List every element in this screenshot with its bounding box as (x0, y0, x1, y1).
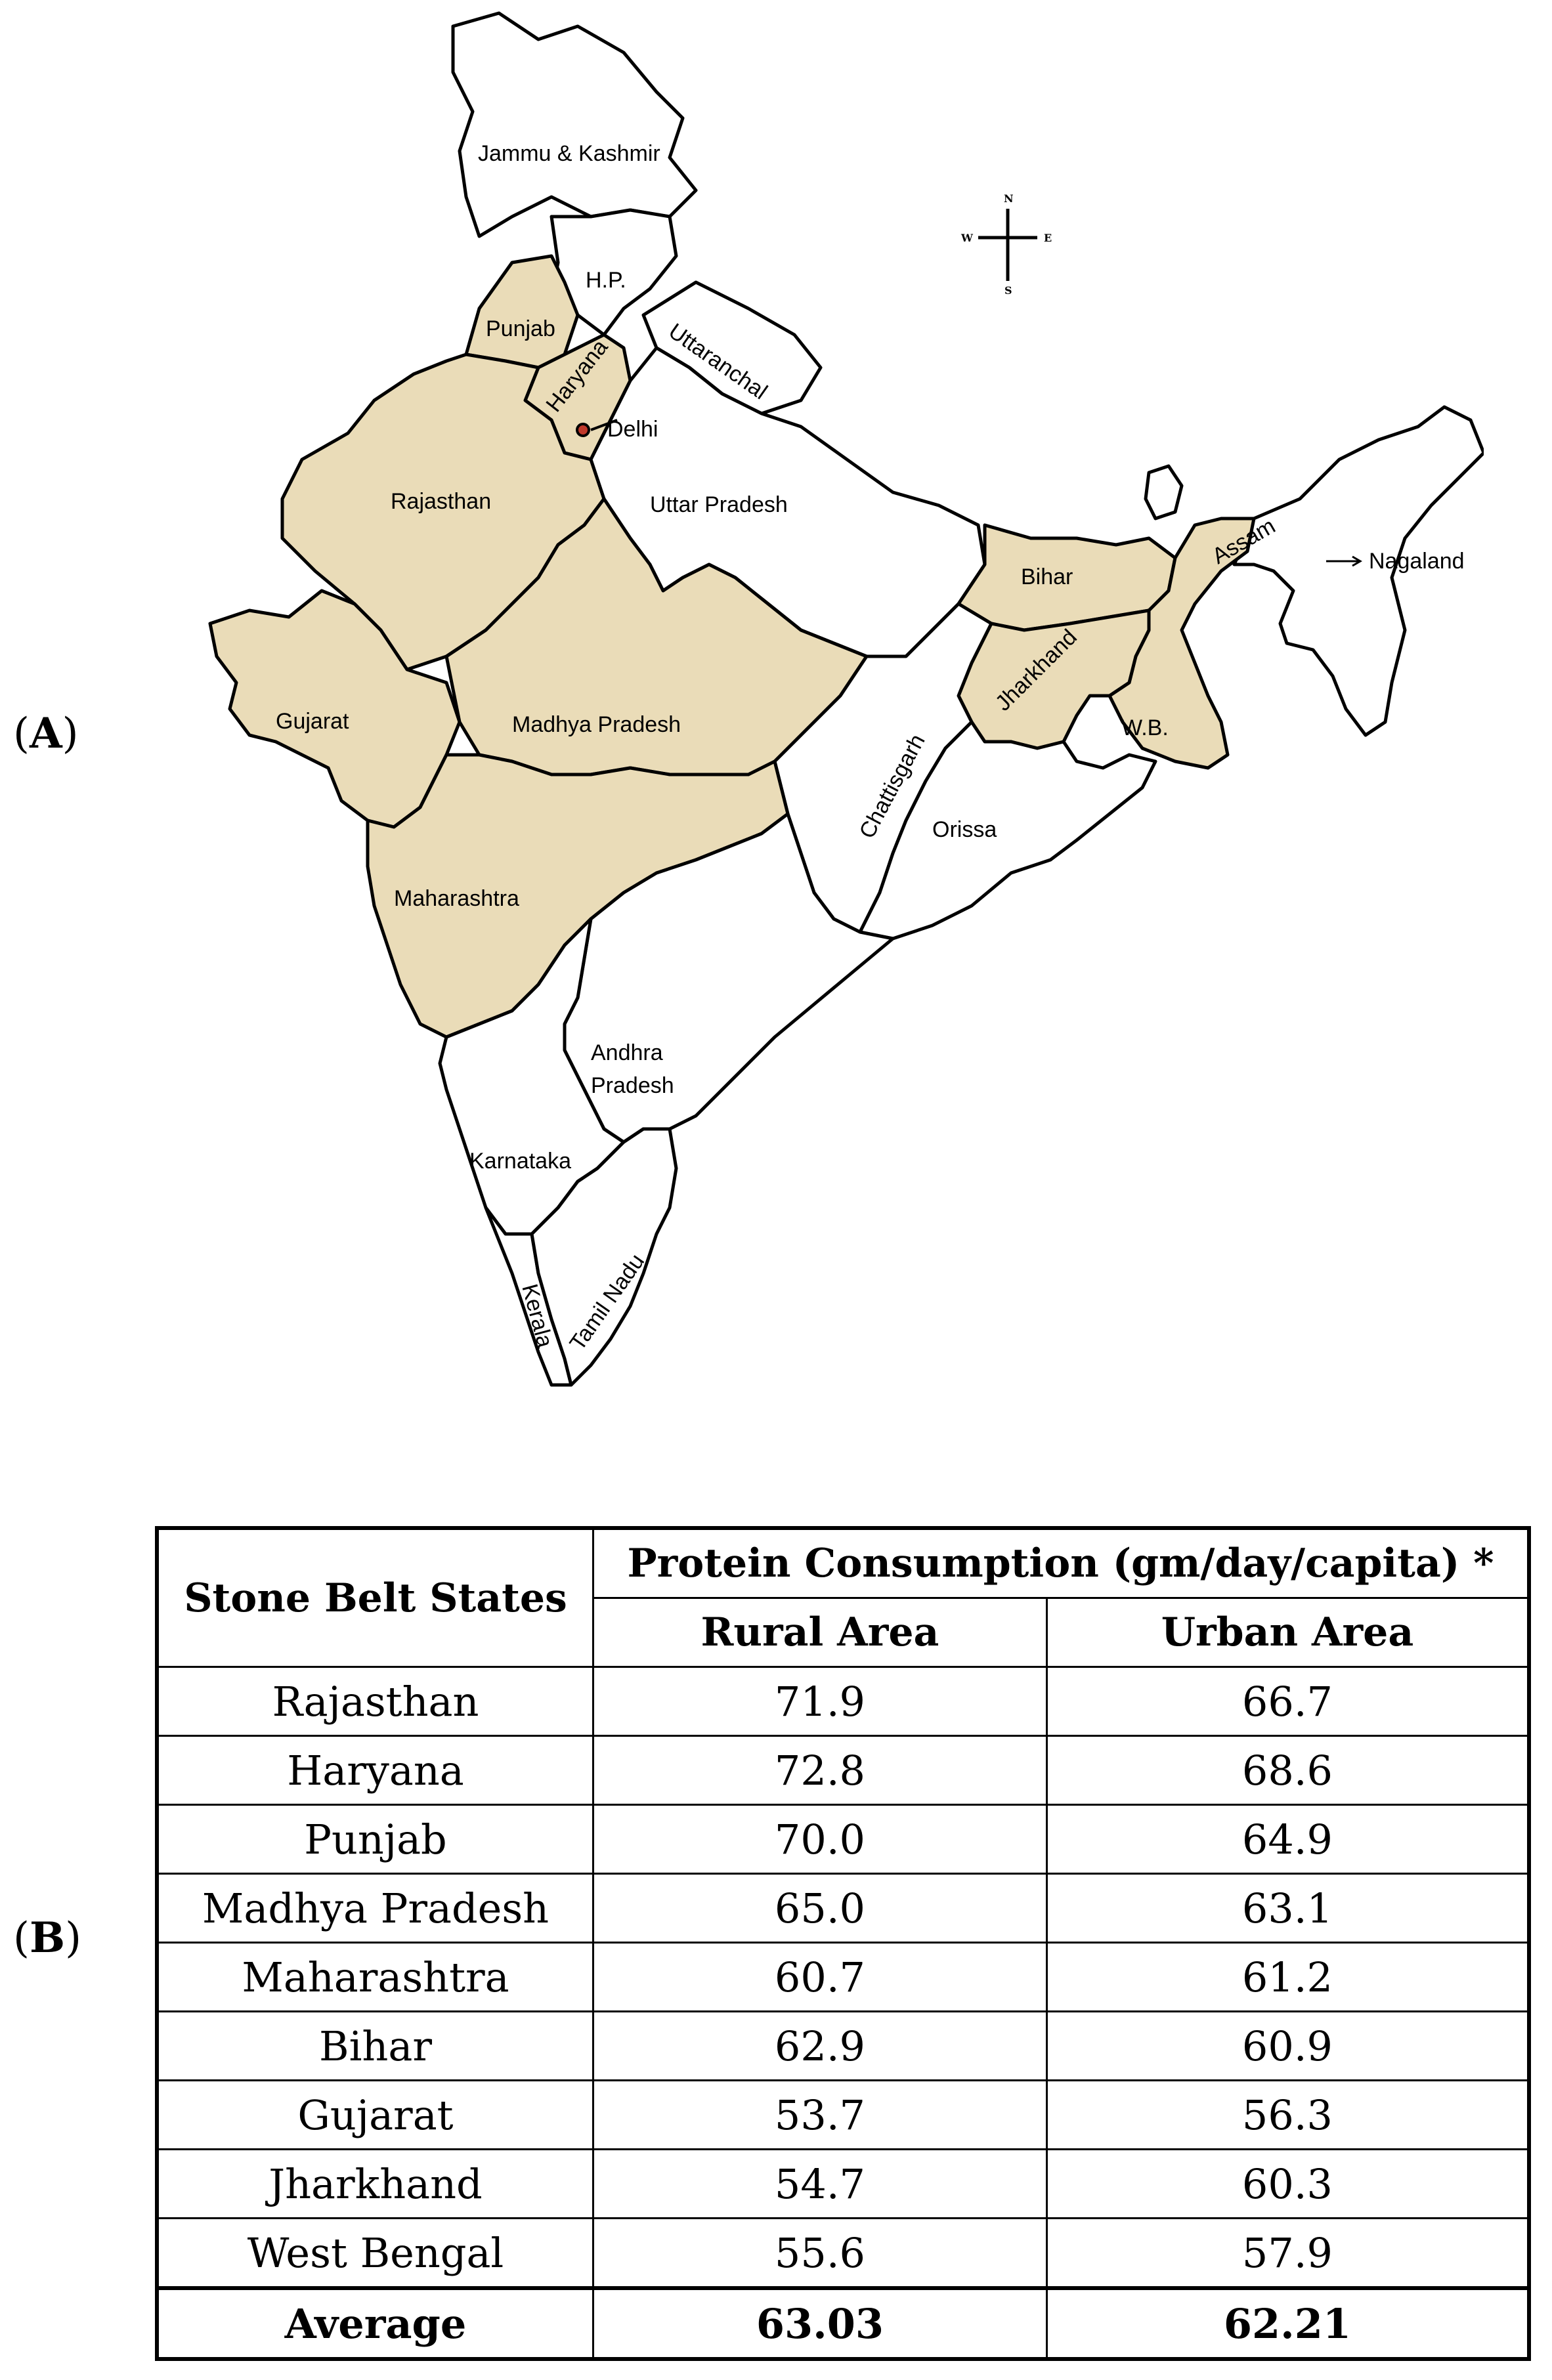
cell-rural: 54.7 (592, 2148, 1048, 2219)
cell-rural: 72.8 (592, 1735, 1048, 1806)
delhi-marker (576, 423, 590, 437)
label-delhi: Delhi (607, 417, 658, 442)
label-wb: W.B. (1121, 715, 1169, 740)
label-uttar-pradesh: Uttar Pradesh (650, 492, 788, 517)
cell-rural: 55.6 (592, 2217, 1048, 2289)
protein-table: Stone Belt States Protein Consumption (g… (155, 1526, 1531, 2361)
protein-table-container: Stone Belt States Protein Consumption (g… (155, 1526, 1531, 2361)
cell-rural: 65.0 (592, 1873, 1048, 1944)
label-madhya-pradesh: Madhya Pradesh (512, 712, 681, 737)
cell-urban: 61.2 (1045, 1942, 1530, 2012)
cell-state: Rajasthan (156, 1666, 594, 1737)
table-row: Punjab 70.0 64.9 (156, 1804, 1530, 1875)
state-sikkim (1144, 464, 1184, 521)
cell-urban: 57.9 (1045, 2217, 1530, 2289)
table-row: Maharashtra 60.7 61.2 (156, 1942, 1530, 2012)
cell-state: Jharkhand (156, 2148, 594, 2219)
nagaland-arrow-head (1352, 555, 1362, 567)
cell-rural: 70.0 (592, 1804, 1048, 1875)
label-rajasthan: Rajasthan (391, 489, 491, 514)
table-row: Madhya Pradesh 65.0 63.1 (156, 1873, 1530, 1944)
state-tamil-nadu (530, 1127, 678, 1387)
compass-rose-icon: N S E W (960, 192, 1052, 297)
header-rural: Rural Area (592, 1597, 1048, 1668)
india-map: N S E W Jammu & Kashmir H.P. Punjab Hary… (171, 0, 1484, 1444)
panel-label-b: (B) (13, 1913, 82, 1963)
table-row: West Bengal 55.6 57.9 (156, 2217, 1530, 2289)
label-jammu-kashmir: Jammu & Kashmir (478, 141, 660, 166)
table-row: Rajasthan 71.9 66.7 (156, 1666, 1530, 1737)
header-protein: Protein Consumption (gm/day/capita) * (592, 1527, 1530, 1599)
label-maharashtra: Maharashtra (394, 886, 519, 911)
compass-n: N (1004, 192, 1014, 205)
cell-state: Maharashtra (156, 1942, 594, 2012)
table-row: Haryana 72.8 68.6 (156, 1735, 1530, 1806)
cell-urban: 66.7 (1045, 1666, 1530, 1737)
table-row: Jharkhand 54.7 60.3 (156, 2148, 1530, 2219)
table-row: Gujarat 53.7 56.3 (156, 2079, 1530, 2150)
label-bihar: Bihar (1021, 564, 1073, 589)
panel-label-a: (A) (13, 709, 79, 758)
state-orissa (858, 720, 1157, 941)
cell-rural: 53.7 (592, 2079, 1048, 2150)
cell-state: Gujarat (156, 2079, 594, 2150)
cell-state: Bihar (156, 2010, 594, 2081)
cell-urban: 64.9 (1045, 1804, 1530, 1875)
label-gujarat: Gujarat (276, 709, 349, 734)
cell-rural: 60.7 (592, 1942, 1048, 2012)
cell-urban: 56.3 (1045, 2079, 1530, 2150)
cell-rural: 62.9 (592, 2010, 1048, 2081)
cell-average-label: Average (156, 2286, 594, 2360)
header-urban: Urban Area (1045, 1597, 1530, 1668)
state-jammu-kashmir (451, 11, 698, 238)
state-karnataka (438, 917, 626, 1236)
compass-e: E (1044, 232, 1052, 244)
cell-average-urban: 62.21 (1045, 2286, 1530, 2360)
cell-state: Madhya Pradesh (156, 1873, 594, 1944)
header-state: Stone Belt States (156, 1527, 594, 1668)
label-hp: H.P. (586, 268, 626, 293)
cell-urban: 60.3 (1045, 2148, 1530, 2219)
cell-urban: 63.1 (1045, 1873, 1530, 1944)
state-punjab (464, 254, 580, 370)
label-nagaland: Nagaland (1369, 549, 1465, 574)
cell-state: Haryana (156, 1735, 594, 1806)
compass-w: W (960, 232, 974, 244)
cell-urban: 60.9 (1045, 2010, 1530, 2081)
label-punjab: Punjab (486, 316, 555, 341)
label-karnataka: Karnataka (469, 1149, 571, 1174)
india-map-svg: N S E W Jammu & Kashmir H.P. Punjab Hary… (208, 11, 1484, 1387)
cell-urban: 68.6 (1045, 1735, 1530, 1806)
table-row-average: Average 63.03 62.21 (156, 2286, 1530, 2360)
table-row: Bihar 62.9 60.9 (156, 2010, 1530, 2081)
cell-state: Punjab (156, 1804, 594, 1875)
compass-s: S (1004, 284, 1012, 297)
cell-state: West Bengal (156, 2217, 594, 2289)
state-northeast (1232, 405, 1484, 737)
label-andhra-line1: Andhra (591, 1040, 663, 1065)
cell-average-rural: 63.03 (592, 2286, 1048, 2360)
delhi-pointer (590, 419, 618, 431)
label-andhra-line2: Pradesh (591, 1073, 674, 1098)
cell-rural: 71.9 (592, 1666, 1048, 1737)
label-orissa: Orissa (932, 817, 997, 842)
